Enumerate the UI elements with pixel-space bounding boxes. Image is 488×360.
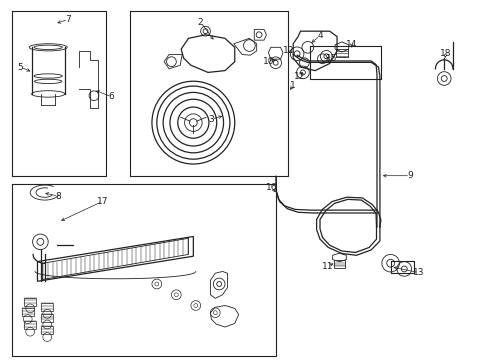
Text: 4: 4 [317,31,322,40]
Text: 7: 7 [65,15,71,24]
Text: 3: 3 [208,114,214,123]
Text: 10: 10 [262,57,274,66]
Text: 12: 12 [282,46,293,55]
Text: 1: 1 [290,81,295,90]
Text: 9: 9 [407,171,412,180]
Text: 8: 8 [56,192,61,201]
Text: 18: 18 [439,49,450,58]
Text: 14: 14 [346,40,357,49]
Text: 5: 5 [18,63,23,72]
Text: 11: 11 [322,262,333,271]
Text: 12: 12 [293,72,305,81]
Text: 15: 15 [325,54,336,63]
Text: 17: 17 [96,197,108,206]
Text: 16: 16 [265,183,277,192]
Text: 6: 6 [108,92,114,101]
Text: 2: 2 [198,18,203,27]
Text: 13: 13 [412,268,424,277]
